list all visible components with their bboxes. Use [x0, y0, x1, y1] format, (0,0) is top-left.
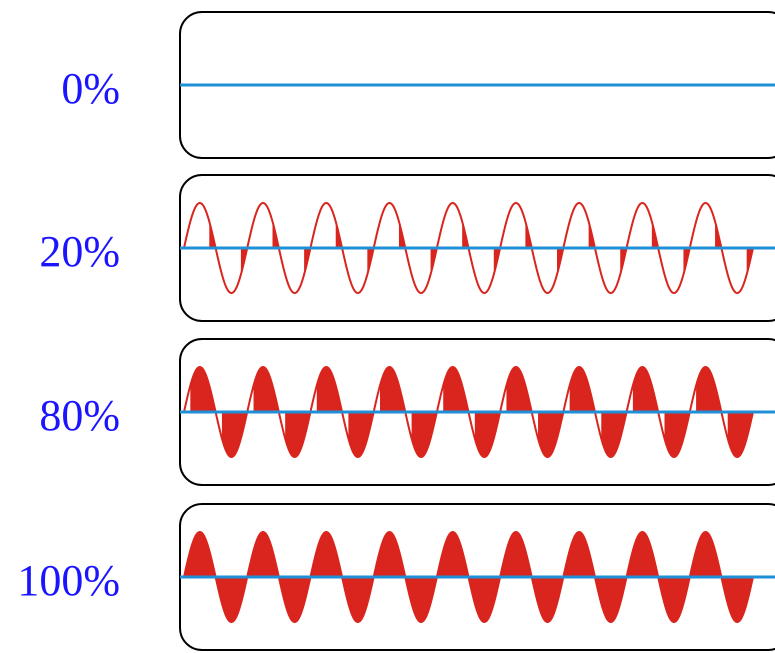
wave-fill: [190, 367, 753, 457]
level-label: 20%: [39, 227, 120, 276]
level-label: 80%: [39, 391, 120, 440]
panel-100-percent: 100%: [17, 503, 775, 651]
level-label: 100%: [17, 556, 120, 605]
panel-0-percent: 0%: [61, 11, 775, 159]
panel-80-percent: 80%: [39, 338, 775, 486]
panel-20-percent: 20%: [39, 174, 775, 322]
level-label: 0%: [61, 64, 120, 113]
